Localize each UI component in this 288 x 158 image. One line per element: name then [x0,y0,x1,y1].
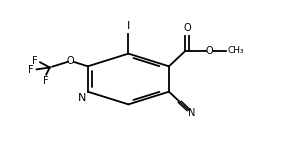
Text: O: O [67,56,74,66]
Text: I: I [127,21,130,31]
Text: O: O [206,46,213,56]
Text: CH₃: CH₃ [227,46,244,55]
Text: N: N [77,93,86,103]
Text: O: O [183,23,191,33]
Text: F: F [33,56,38,66]
Text: F: F [43,76,48,86]
Text: N: N [188,108,195,118]
Text: F: F [28,65,34,75]
